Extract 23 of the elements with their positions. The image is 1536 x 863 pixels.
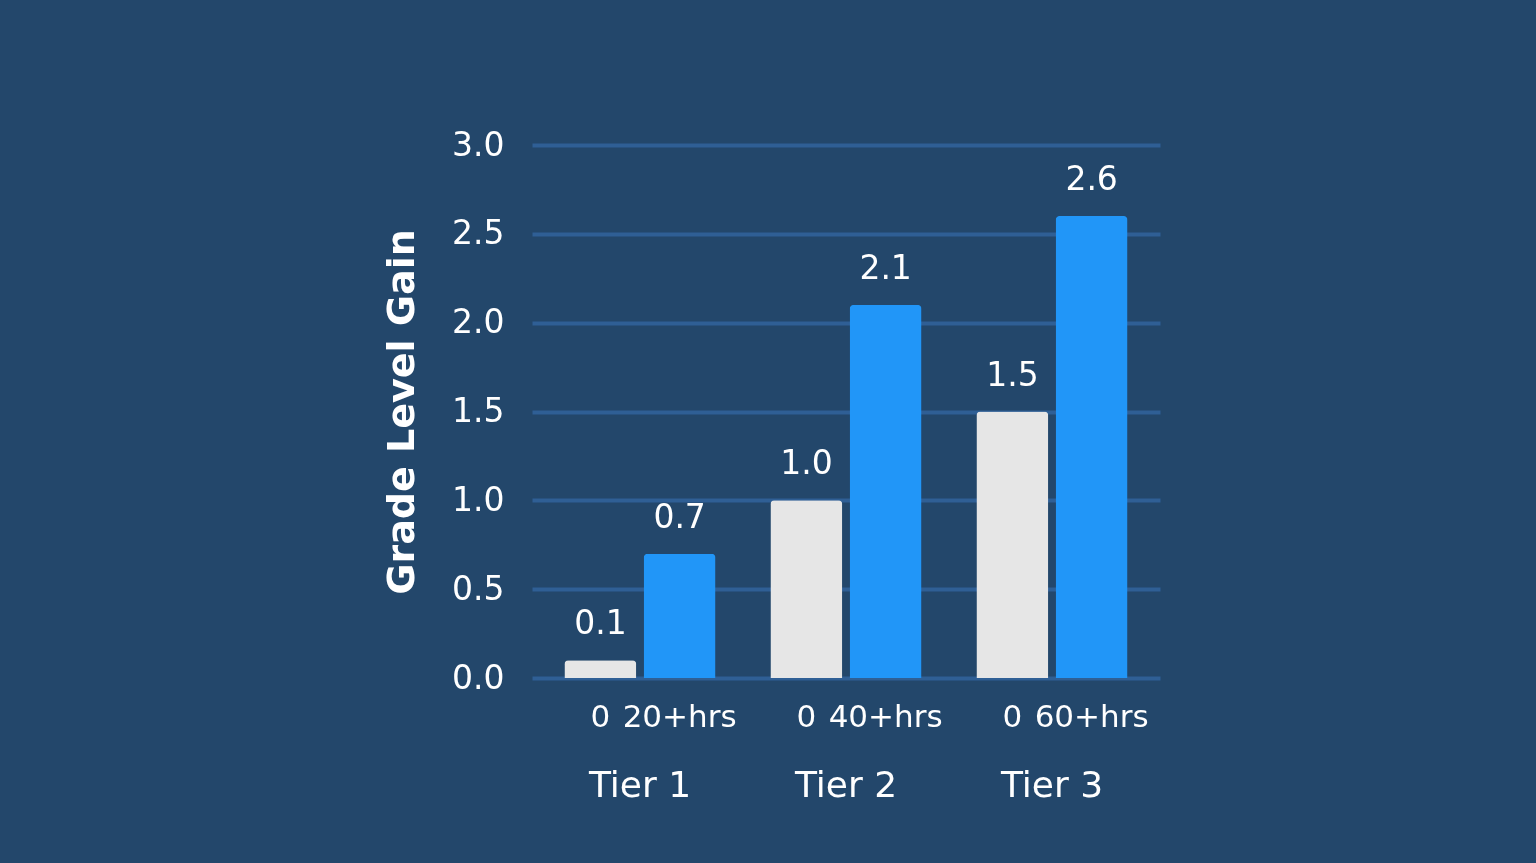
data-label: 2.1: [859, 247, 912, 287]
text: Tier 2: [793, 764, 898, 805]
data-label: 0.1: [574, 603, 627, 643]
x-tick-label: 40+hrs: [828, 698, 943, 734]
x-tick-label: 60+hrs: [1034, 698, 1149, 734]
y-tick-label: 0.0: [452, 657, 505, 697]
x-tick-label: 0: [796, 698, 817, 734]
text: Tier 3: [999, 764, 1104, 805]
data-label: 1.0: [780, 443, 833, 483]
x-tick-label: 0: [1002, 698, 1023, 734]
data-label: 0.7: [653, 496, 706, 536]
y-tick-label: 0.5: [452, 568, 505, 608]
x-tick-label: 0: [590, 698, 611, 734]
y-tick-label: 1.0: [452, 479, 505, 519]
y-tick-label: 3.0: [452, 124, 505, 164]
y-tick-label: 2.0: [452, 302, 505, 342]
y-tick-label: 1.5: [452, 391, 505, 430]
data-label: 1.5: [986, 354, 1039, 394]
data-label: 2.6: [1065, 159, 1118, 199]
y-axis-title: Grade Level Gain: [379, 229, 424, 595]
x-tick-label: 20+hrs: [622, 698, 737, 734]
text: Tier 1: [587, 764, 692, 805]
y-tick-label: 2.5: [452, 213, 505, 253]
